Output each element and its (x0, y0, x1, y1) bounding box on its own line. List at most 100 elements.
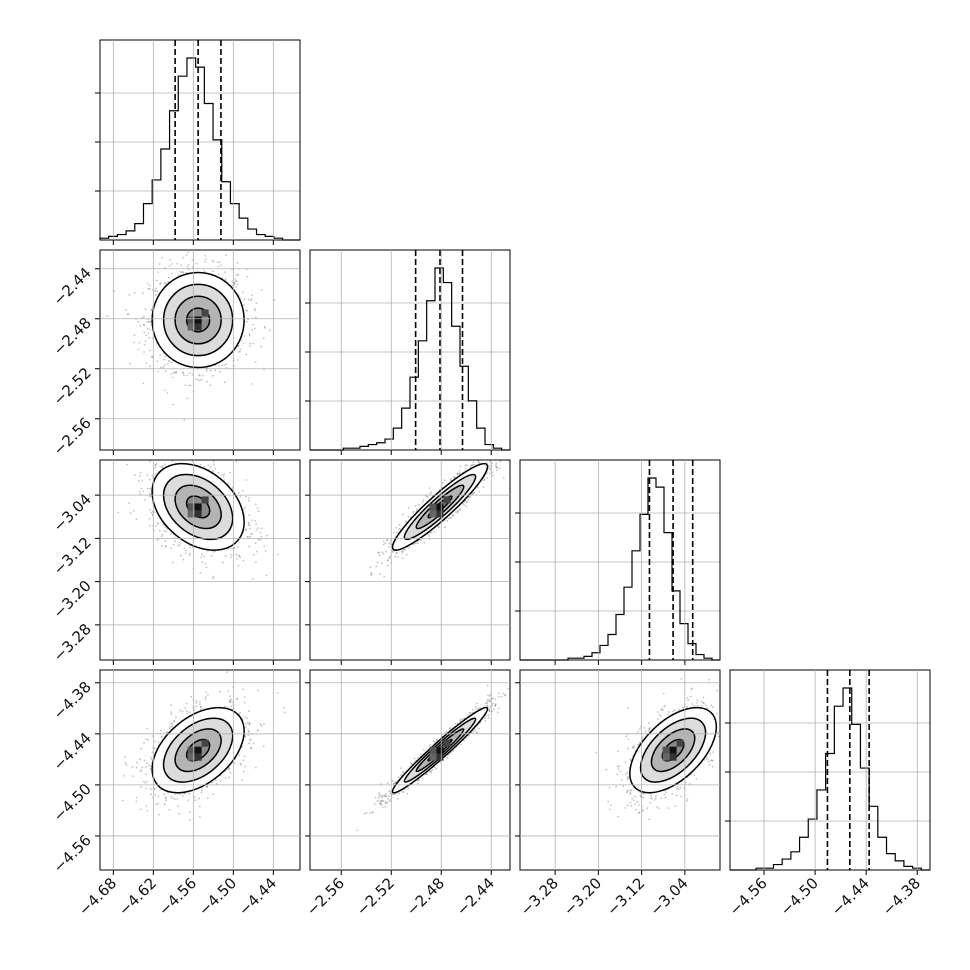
sample-point (260, 289, 263, 291)
sample-point (236, 697, 239, 700)
sample-point (394, 555, 396, 558)
sample-point (408, 546, 411, 549)
sample-point (248, 334, 251, 337)
density-cell (201, 309, 209, 317)
sample-point (147, 287, 150, 290)
sample-point (142, 490, 145, 493)
sample-point (151, 337, 154, 340)
sample-point (417, 542, 420, 545)
histogram-step-line (730, 687, 930, 871)
sample-point (160, 544, 163, 547)
sample-point (496, 469, 498, 472)
sample-point (246, 275, 249, 278)
sample-point (181, 371, 184, 374)
sample-point (173, 720, 175, 723)
sample-point (237, 273, 240, 276)
sample-point (250, 298, 253, 300)
sample-point (262, 337, 265, 340)
sample-point (233, 282, 236, 284)
x-tick-label: −4.44 (828, 874, 873, 919)
sample-point (377, 552, 380, 554)
sample-point (387, 559, 389, 562)
sample-point (255, 561, 257, 563)
sample-point (376, 561, 379, 564)
sample-point (200, 556, 203, 559)
sample-point (488, 472, 491, 475)
sample-point (153, 289, 156, 292)
sample-point (386, 539, 388, 542)
sample-point (146, 474, 149, 476)
sample-point (252, 742, 255, 745)
sample-point (235, 553, 238, 556)
sample-point (414, 505, 417, 507)
sample-point (164, 389, 167, 392)
sample-point (283, 706, 286, 709)
sample-point (137, 479, 140, 482)
sample-point (141, 316, 144, 319)
sample-point (241, 779, 243, 782)
sample-point (128, 362, 131, 365)
sample-point (250, 519, 253, 522)
sample-point (239, 348, 242, 351)
sample-point (237, 344, 240, 347)
sample-point (240, 297, 242, 300)
sample-point (254, 542, 257, 545)
sample-point (145, 773, 147, 776)
sample-point (382, 552, 385, 555)
sample-point (255, 523, 258, 526)
sample-point (154, 290, 157, 292)
sample-point (254, 520, 257, 522)
panel-frame (519, 459, 721, 661)
sample-point (127, 313, 130, 315)
sample-point (214, 467, 217, 470)
sample-point (264, 326, 266, 328)
sample-point (203, 260, 206, 263)
sample-point (446, 520, 449, 523)
sample-point (131, 775, 134, 777)
sample-point (148, 478, 151, 481)
sample-point (180, 554, 182, 557)
scatter-panel-0-1 (99, 249, 301, 451)
sample-point (491, 474, 494, 477)
sample-point (378, 573, 381, 576)
sample-point (154, 466, 157, 469)
sample-point (428, 487, 431, 489)
sample-point (224, 271, 226, 274)
sample-point (172, 371, 175, 374)
sample-point (184, 707, 187, 709)
sample-point (243, 298, 246, 301)
sample-point (201, 374, 204, 377)
sample-point (221, 364, 223, 366)
sample-point (162, 366, 165, 369)
sample-point (133, 510, 135, 512)
sample-point (260, 345, 262, 348)
sample-point (160, 535, 163, 538)
sample-point (106, 315, 109, 317)
sample-point (142, 382, 145, 385)
sample-point (191, 259, 194, 261)
sample-point (150, 511, 153, 514)
sample-point (129, 512, 132, 514)
sample-point (217, 273, 220, 276)
sample-point (235, 285, 238, 288)
sample-point (388, 556, 391, 559)
sample-point (179, 542, 181, 544)
sample-point (204, 258, 207, 260)
sample-point (257, 527, 259, 530)
sample-point (253, 307, 256, 310)
sample-point (155, 279, 158, 282)
sample-point (195, 705, 198, 708)
panel-frame (99, 39, 301, 241)
sample-point (184, 552, 187, 555)
sample-point (188, 372, 191, 374)
sample-point (145, 738, 147, 740)
scatter-panel-0-3 (99, 669, 301, 871)
sample-point (195, 262, 198, 265)
sample-point (403, 548, 406, 551)
sample-point (257, 510, 260, 513)
sample-point (255, 550, 258, 553)
sample-point (405, 553, 408, 556)
x-tick-label: −4.38 (879, 874, 924, 919)
sample-point (454, 511, 457, 514)
sample-point (412, 511, 415, 514)
